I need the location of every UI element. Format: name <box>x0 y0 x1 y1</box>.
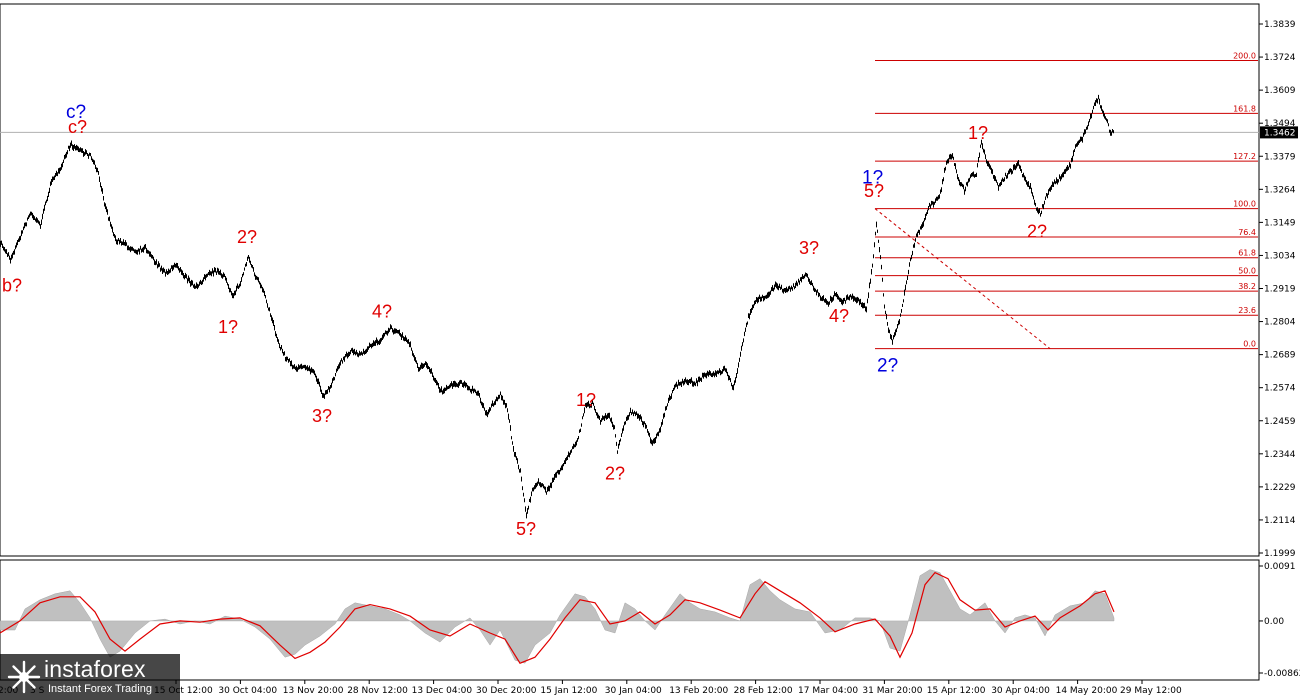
y-tick-label: 1.3724 <box>1264 53 1296 63</box>
fib-level-label: 200.0 <box>1233 52 1256 61</box>
fib-level-label: 100.0 <box>1233 200 1256 209</box>
oscillator-histogram <box>0 569 1115 664</box>
fib-level-label: 161.8 <box>1233 104 1256 113</box>
wave-label: 4? <box>829 306 849 326</box>
y-tick-label: 1.3494 <box>1264 119 1296 129</box>
wave-label: c? <box>66 102 86 123</box>
y-tick-label: 1.2689 <box>1264 351 1296 361</box>
x-tick-label: 17 Mar 04:00 <box>798 686 858 696</box>
y-tick-label: 1.2229 <box>1264 483 1296 493</box>
y-tick-label: 1.2459 <box>1264 417 1296 427</box>
y-tick-label: 1.2344 <box>1264 450 1296 460</box>
wave-label: 1? <box>968 123 988 143</box>
wave-label: 5? <box>864 181 884 201</box>
fib-level-label: 76.4 <box>1238 228 1256 237</box>
x-tick-label: 30 Apr 04:00 <box>991 686 1050 696</box>
wave-label: 2? <box>605 463 625 483</box>
current-price-label: 1.3462 <box>1264 128 1296 138</box>
main-panel-frame <box>0 3 1260 557</box>
x-tick-label: 30 Jan 04:00 <box>605 686 662 696</box>
wave-label: c? <box>68 117 87 137</box>
wave-label: 2? <box>237 227 257 247</box>
y-tick-label: 1.2919 <box>1264 285 1296 295</box>
x-tick-label: 28 Feb 12:00 <box>734 686 793 696</box>
y-tick-label: 1.3609 <box>1264 86 1296 96</box>
wave-label: 2? <box>877 356 898 377</box>
fib-level-label: 61.8 <box>1238 249 1256 258</box>
x-tick-label: 13 Feb 20:00 <box>669 686 728 696</box>
logo-tagline: Instant Forex Trading <box>48 683 152 695</box>
x-tick-label: 14 May 20:00 <box>1056 686 1118 696</box>
fib-level-label: 38.2 <box>1238 282 1256 291</box>
x-tick-label: 30 Dec 20:00 <box>476 686 537 696</box>
y-tick-label: 1.2804 <box>1264 318 1296 328</box>
fib-level-label: 23.6 <box>1238 306 1256 315</box>
osc-tick-label: 0.0091 <box>1264 562 1296 572</box>
instaforex-logo: instaforex Instant Forex Trading <box>0 654 180 700</box>
wave-label: 1? <box>862 168 883 189</box>
logo-brand-text: instaforex <box>44 656 146 682</box>
wave-label: 4? <box>372 302 392 322</box>
price-bars <box>0 94 1114 519</box>
x-tick-label: 15 Oct 12:00 <box>154 686 213 696</box>
wave-label: 1? <box>576 390 596 410</box>
wave-label: 2? <box>1027 222 1047 242</box>
x-tick-label: 13 Nov 20:00 <box>283 686 344 696</box>
fib-level-label: 50.0 <box>1238 267 1256 276</box>
y-tick-label: 1.2574 <box>1264 384 1296 394</box>
x-tick-label: 30 Oct 04:00 <box>218 686 277 696</box>
y-tick-label: 1.2114 <box>1264 516 1296 526</box>
wave-label: 3? <box>799 238 819 258</box>
current-price-badge <box>1260 126 1298 139</box>
osc-tick-label: 0.00 <box>1264 617 1284 627</box>
fib-level-label: 127.2 <box>1233 152 1256 161</box>
x-tick-label: 28 Nov 12:00 <box>347 686 408 696</box>
y-tick-label: 1.3839 <box>1264 20 1296 30</box>
y-tick-label: 1.3149 <box>1264 218 1296 228</box>
x-tick-label: 15 Apr 12:00 <box>927 686 986 696</box>
logo-emblem-icon <box>7 660 41 694</box>
oscillator-panel-frame <box>0 559 1260 681</box>
y-tick-label: 1.3034 <box>1264 251 1296 261</box>
osc-tick-label: -0.00862 <box>1264 669 1300 679</box>
wave-label: 1? <box>218 317 238 337</box>
y-tick-label: 1.1999 <box>1264 549 1296 559</box>
x-tick-label: 29 May 12:00 <box>1120 686 1182 696</box>
y-tick-label: 1.3379 <box>1264 152 1296 162</box>
oscillator-signal-line <box>0 571 1115 664</box>
wave-label: b? <box>2 276 22 296</box>
fib-level-label: 0.0 <box>1243 340 1256 349</box>
fib-trend-line <box>874 208 1051 349</box>
y-tick-label: 1.3264 <box>1264 185 1296 195</box>
wave-label: 5? <box>516 519 536 539</box>
wave-label: 3? <box>312 406 332 426</box>
x-tick-label: 31 Mar 20:00 <box>862 686 922 696</box>
x-tick-label: 13 Dec 04:00 <box>412 686 473 696</box>
x-tick-label: 15 Jan 12:00 <box>540 686 597 696</box>
